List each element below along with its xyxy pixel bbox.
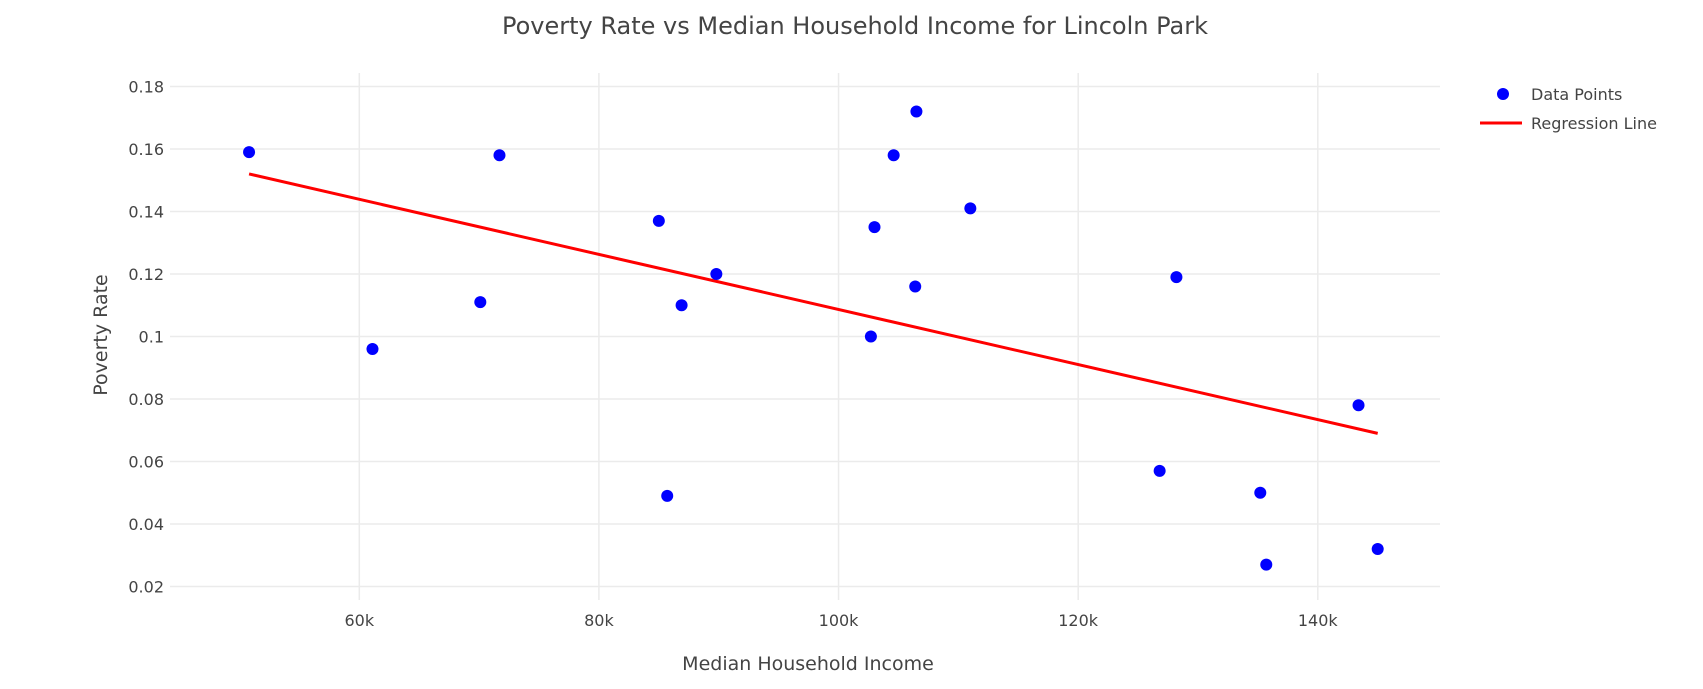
legend-label-regression-line: Regression Line — [1531, 114, 1657, 133]
legend-item-regression-line[interactable]: Regression Line — [1480, 114, 1657, 133]
data-point[interactable] — [243, 146, 256, 159]
y-tick-label: 0.18 — [128, 77, 164, 96]
y-tick-label: 0.1 — [139, 328, 164, 347]
y-tick-label: 0.06 — [128, 453, 164, 472]
legend-marker-data-points — [1497, 88, 1509, 100]
data-point[interactable] — [366, 343, 379, 356]
x-tick-label: 120k — [1058, 611, 1099, 630]
data-point[interactable] — [1153, 464, 1166, 477]
legend: Data Points Regression Line — [1480, 85, 1657, 133]
x-tick-label: 100k — [819, 611, 860, 630]
data-point[interactable] — [474, 296, 487, 309]
regression-line — [248, 172, 1379, 435]
y-tick-label: 0.14 — [128, 202, 164, 221]
data-point[interactable] — [909, 280, 922, 293]
data-point[interactable] — [1371, 543, 1384, 556]
x-axis-title: Median Household Income — [682, 653, 934, 675]
data-point[interactable] — [868, 221, 881, 234]
grid-lines — [170, 73, 1440, 600]
y-tick-label: 0.04 — [128, 515, 164, 534]
data-points-series — [243, 105, 1384, 571]
data-point[interactable] — [910, 105, 923, 118]
data-point[interactable] — [661, 489, 674, 502]
x-tick-label: 80k — [584, 611, 614, 630]
data-point[interactable] — [1254, 486, 1267, 499]
data-point[interactable] — [1260, 558, 1273, 571]
data-point[interactable] — [1352, 399, 1365, 412]
y-axis-ticks: 0.02 0.04 0.06 0.08 0.1 0.12 0.14 0.16 0.18 — [128, 77, 164, 596]
legend-item-data-points[interactable]: Data Points — [1497, 85, 1622, 104]
y-tick-label: 0.02 — [128, 578, 164, 597]
data-point[interactable] — [675, 299, 688, 312]
x-tick-label: 140k — [1298, 611, 1339, 630]
data-point[interactable] — [964, 202, 977, 215]
x-axis-ticks: 60k 80k 100k 120k 140k — [344, 611, 1338, 630]
y-tick-label: 0.08 — [128, 390, 164, 409]
data-point[interactable] — [493, 149, 506, 162]
y-axis-title: Poverty Rate — [90, 274, 112, 395]
data-point[interactable] — [710, 267, 723, 280]
x-tick-label: 60k — [344, 611, 374, 630]
legend-label-data-points: Data Points — [1531, 85, 1622, 104]
y-tick-label: 0.12 — [128, 265, 164, 284]
data-point[interactable] — [887, 149, 900, 162]
data-point[interactable] — [864, 330, 877, 343]
data-point[interactable] — [652, 214, 665, 227]
data-point[interactable] — [1170, 271, 1183, 284]
regression-series — [248, 172, 1379, 435]
chart-title: Poverty Rate vs Median Household Income … — [502, 12, 1208, 40]
y-tick-label: 0.16 — [128, 140, 164, 159]
